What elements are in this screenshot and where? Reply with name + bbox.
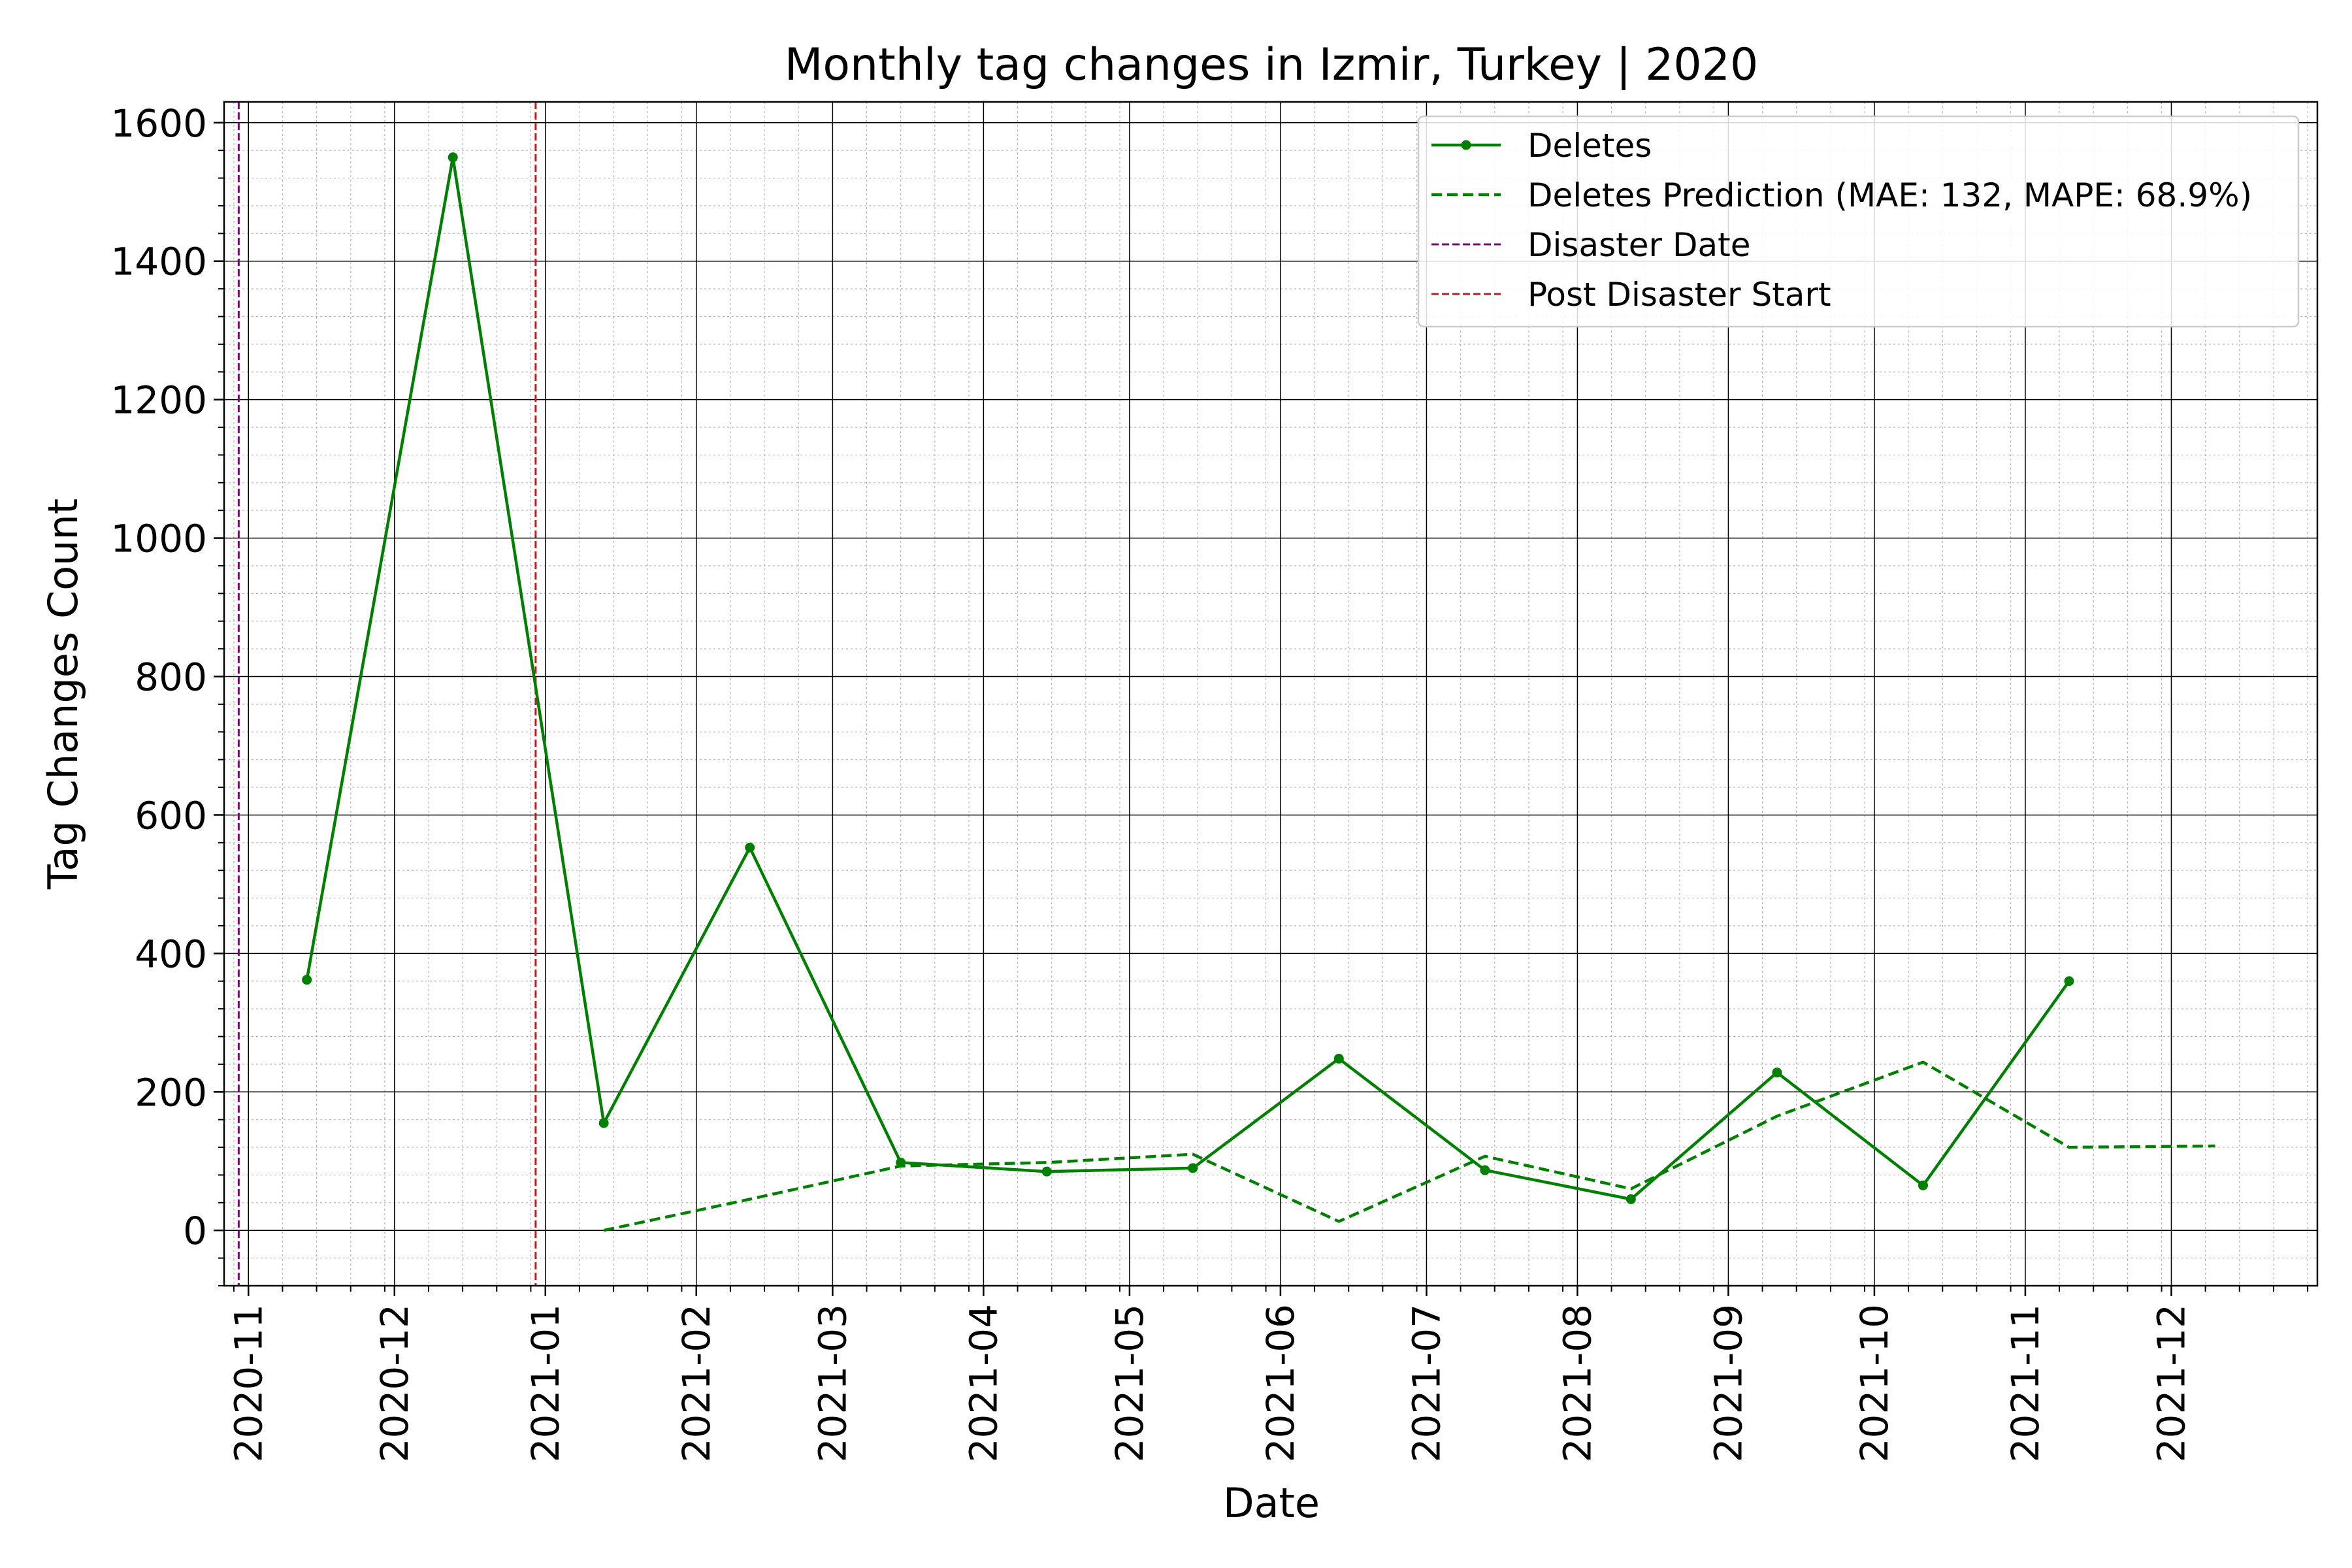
y-tick-label: 200 <box>135 1070 207 1115</box>
series-group <box>302 152 2215 1232</box>
legend-label: Disaster Date <box>1527 226 1750 264</box>
major-grid <box>224 102 2317 1286</box>
y-tick-label: 1200 <box>110 378 207 423</box>
legend-label: Deletes <box>1527 127 1652 165</box>
prediction-line <box>603 1060 2215 1232</box>
data-point <box>1188 1163 1198 1173</box>
data-point <box>302 975 312 985</box>
legend-label: Deletes Prediction (MAE: 132, MAPE: 68.9… <box>1527 176 2252 214</box>
y-tick-label: 600 <box>135 793 207 838</box>
legend-label: Post Disaster Start <box>1527 276 1831 314</box>
x-tick-label: 2021-10 <box>1852 1304 1897 1462</box>
data-point <box>1041 1166 1052 1177</box>
x-tick-label: 2021-01 <box>523 1304 568 1462</box>
data-point <box>448 152 458 163</box>
y-axis-label: Tag Changes Count <box>39 498 87 890</box>
x-tick-label: 2021-12 <box>2149 1304 2193 1462</box>
y-tick-label: 1600 <box>110 101 207 146</box>
x-tick-label: 2021-04 <box>961 1304 1005 1462</box>
x-tick-label: 2021-03 <box>810 1304 855 1462</box>
legend: Deletes Deletes Prediction (MAE: 132, MAP… <box>1417 115 2300 328</box>
x-axis-label: Date <box>1223 1479 1320 1527</box>
data-point <box>1333 1053 1344 1064</box>
x-tick-label: 2021-07 <box>1404 1304 1448 1462</box>
legend-box <box>1417 115 2300 328</box>
data-point <box>2064 976 2074 987</box>
data-point <box>745 842 755 853</box>
data-point <box>1772 1068 1782 1078</box>
data-point <box>1625 1194 1636 1205</box>
minor-grid <box>224 102 2317 1286</box>
legend-marker <box>1461 140 1471 150</box>
y-tick-label: 1400 <box>110 240 207 284</box>
x-tick-label: 2020-11 <box>226 1304 270 1462</box>
data-point <box>1480 1165 1490 1175</box>
x-tick-label: 2021-06 <box>1258 1304 1303 1462</box>
y-tick-label: 1000 <box>110 517 207 561</box>
y-tick-label: 400 <box>135 932 207 976</box>
x-tick-label: 2021-08 <box>1555 1304 1599 1462</box>
x-tick-label: 2021-02 <box>674 1304 719 1462</box>
x-tick-label: 2021-05 <box>1107 1304 1152 1462</box>
y-tick-label: 800 <box>135 655 207 700</box>
plot-frame <box>223 101 2319 1287</box>
axis-ticks: 0 200 400 600 800 1000 1200 1400 1600 2020-11 2020… <box>110 101 2309 1462</box>
reference-lines <box>237 102 537 1286</box>
chart-title: Monthly tag changes in Izmir, Turkey | 2… <box>785 39 1758 91</box>
y-tick-label: 0 <box>183 1209 207 1253</box>
x-tick-label: 2020-12 <box>372 1304 417 1462</box>
x-tick-label: 2021-11 <box>2003 1304 2048 1462</box>
data-point <box>598 1118 609 1128</box>
x-tick-label: 2021-09 <box>1706 1304 1750 1462</box>
data-point <box>1918 1180 1928 1190</box>
